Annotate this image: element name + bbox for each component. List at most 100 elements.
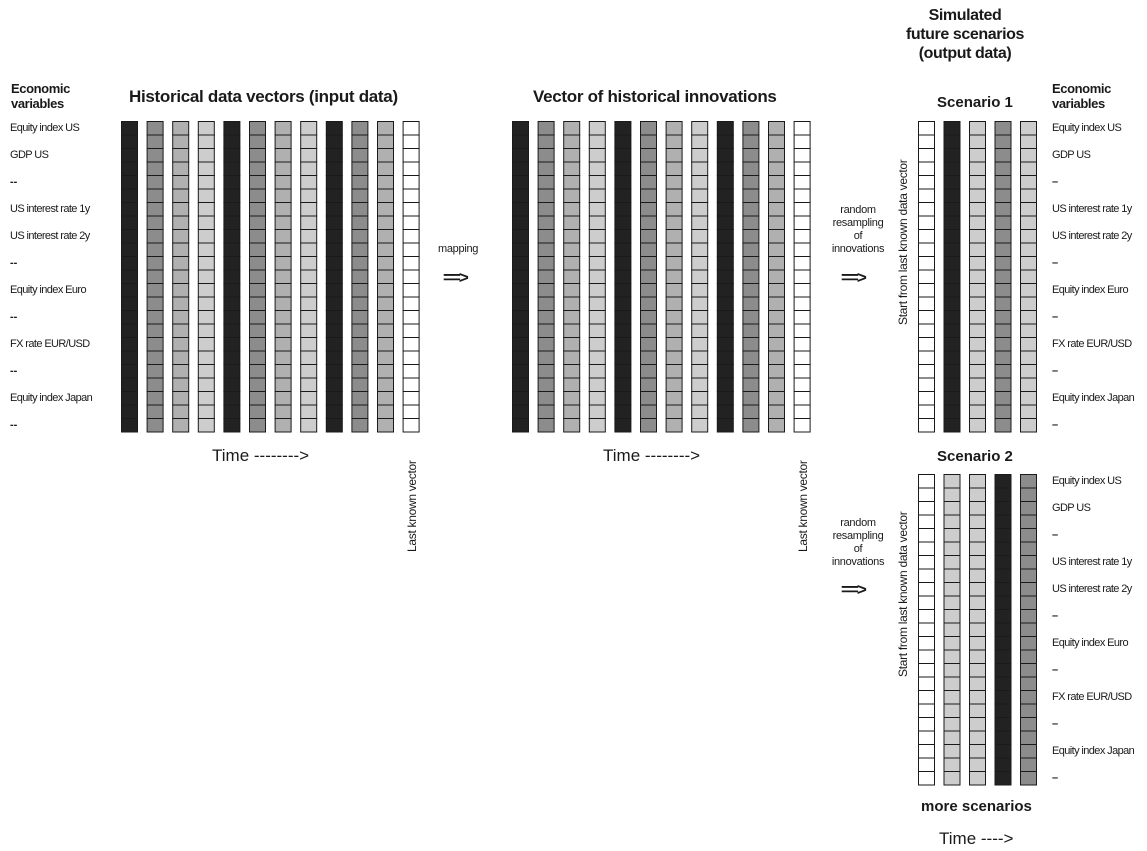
historical-grid-cell — [250, 324, 266, 338]
historical-grid-cell — [224, 378, 240, 392]
historical-grid-cell — [352, 189, 368, 203]
innovations-grid-cell — [513, 270, 529, 284]
scenario-1-grid-cell — [944, 243, 960, 257]
innovations-grid-cell — [794, 257, 810, 271]
scenario-1-grid-cell — [944, 351, 960, 365]
scenario-2-grid-cell — [970, 704, 986, 718]
innovations-grid-cell — [666, 392, 682, 406]
innovations-grid-cell — [743, 351, 759, 365]
innovations-grid-cell — [717, 405, 733, 419]
historical-grid-cell — [301, 243, 317, 257]
scenario-1-grid-cell — [919, 405, 935, 419]
historical-grid-cell — [403, 405, 419, 419]
historical-grid-cell — [198, 216, 214, 230]
innovations-grid-cell — [692, 338, 708, 352]
innovations-grid-cell — [692, 297, 708, 311]
historical-grid-cell — [250, 189, 266, 203]
historical-grid-cell — [147, 378, 163, 392]
innovations-grid-cell — [769, 135, 785, 149]
historical-grid-cell — [301, 365, 317, 379]
scenario-2-grid-column-5 — [1021, 475, 1037, 786]
historical-grid-cell — [275, 162, 291, 176]
innovations-grid-cell — [692, 162, 708, 176]
innovations-grid-cell — [641, 297, 657, 311]
scenario-2-grid-cell — [1021, 650, 1037, 664]
scenario-2-grid-cell — [919, 745, 935, 759]
scenario-2-grid-cell — [970, 502, 986, 516]
scenario-2-grid-cell — [970, 596, 986, 610]
historical-grid-cell — [224, 203, 240, 217]
innovations-grid-cell — [513, 338, 529, 352]
scenario-2-grid-cell — [944, 637, 960, 651]
scenario-2-grid-cell — [1021, 475, 1037, 489]
scenario-1-grid-cell — [970, 122, 986, 136]
scenario-2-grid-cell — [919, 515, 935, 529]
innovations-grid-cell — [769, 405, 785, 419]
innovations-grid-cell — [666, 257, 682, 271]
historical-grid-cell — [275, 324, 291, 338]
innovations-grid-cell — [615, 365, 631, 379]
scenario-2-grid-cell — [1021, 610, 1037, 624]
scenario-1-grid-cell — [995, 257, 1011, 271]
innovations-grid-cell — [564, 216, 580, 230]
innovations-grid-cell — [538, 297, 554, 311]
scenario-1-grid-cell — [970, 419, 986, 433]
innovations-grid-cell — [769, 203, 785, 217]
scenario-1-grid-cell — [919, 135, 935, 149]
innovations-grid-cell — [615, 351, 631, 365]
scenario-1-grid-cell — [919, 338, 935, 352]
historical-grid-cell — [378, 419, 394, 433]
scenario-1-grid-cell — [995, 419, 1011, 433]
innovations-grid-column-10 — [743, 122, 759, 433]
scenario-1-grid-cell — [1021, 311, 1037, 325]
scenario-1-grid-cell — [1021, 176, 1037, 190]
scenario-1-grid-cell — [995, 203, 1011, 217]
innovations-grid-column-5 — [615, 122, 631, 433]
scenario-1-grid-cell — [944, 230, 960, 244]
historical-grid-cell — [403, 203, 419, 217]
innovations-grid-cell — [538, 419, 554, 433]
historical-grid-cell — [275, 338, 291, 352]
innovations-grid-cell — [717, 216, 733, 230]
historical-grid-cell — [301, 149, 317, 163]
innovations-grid-column-9 — [717, 122, 733, 433]
scenario-1-grid-cell — [995, 338, 1011, 352]
scenario-1-grid-cell — [995, 284, 1011, 298]
historical-grid-cell — [147, 257, 163, 271]
historical-grid-cell — [173, 149, 189, 163]
scenario-2-grid-cell — [919, 556, 935, 570]
historical-grid-cell — [224, 338, 240, 352]
scenario-2-grid-cell — [970, 556, 986, 570]
historical-grid-cell — [198, 243, 214, 257]
innovations-grid-cell — [564, 270, 580, 284]
historical-grid-cell — [326, 243, 342, 257]
historical-grid-cell — [352, 270, 368, 284]
historical-grid-cell — [122, 230, 138, 244]
scenario-1-grid-cell — [970, 311, 986, 325]
scenario-1-grid-cell — [944, 162, 960, 176]
scenario-2-grid-cell — [970, 718, 986, 732]
historical-grid-cell — [250, 243, 266, 257]
historical-grid-cell — [301, 419, 317, 433]
scenario-1-grid-cell — [919, 419, 935, 433]
historical-grid-cell — [403, 257, 419, 271]
scenario-1-grid-cell — [970, 297, 986, 311]
historical-grid-cell — [326, 257, 342, 271]
historical-grid-column-9 — [326, 122, 342, 433]
historical-grid-cell — [403, 135, 419, 149]
innovations-grid-cell — [666, 176, 682, 190]
historical-grid-cell — [403, 392, 419, 406]
scenario-2-grid-cell — [944, 718, 960, 732]
innovations-grid-cell — [564, 351, 580, 365]
scenario-2-grid-cell — [944, 556, 960, 570]
historical-grid-cell — [275, 135, 291, 149]
scenario-2-grid-cell — [919, 529, 935, 543]
innovations-grid-cell — [513, 378, 529, 392]
historical-grid-cell — [378, 257, 394, 271]
historical-grid-cell — [301, 378, 317, 392]
innovations-grid-cell — [513, 243, 529, 257]
scenario-2-grid-cell — [995, 664, 1011, 678]
innovations-grid-cell — [794, 216, 810, 230]
historical-grid-cell — [378, 230, 394, 244]
historical-grid-cell — [326, 378, 342, 392]
